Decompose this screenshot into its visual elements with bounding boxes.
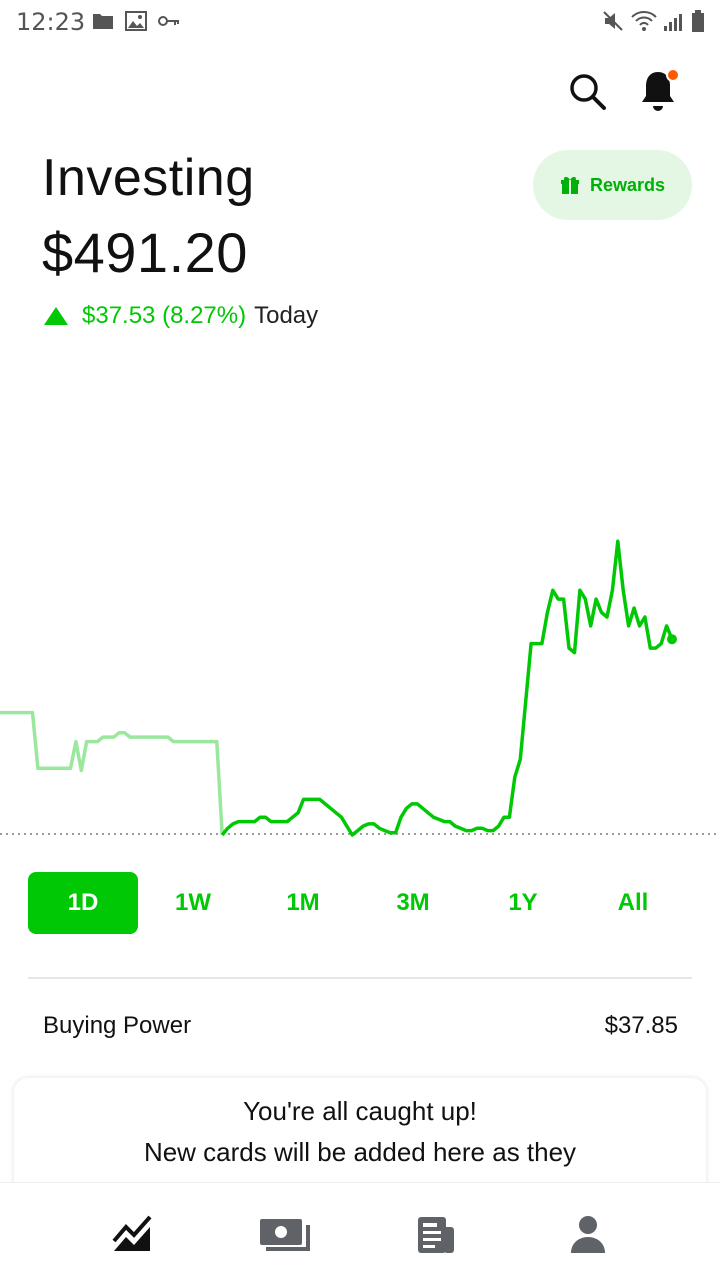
range-tab-1d[interactable]: 1D [28,872,138,934]
change-period: Today [254,302,319,329]
nav-news[interactable] [414,1213,458,1257]
range-tab-all[interactable]: All [617,889,649,916]
folder-icon [93,14,113,29]
signal-icon [664,14,682,31]
nav-account[interactable] [566,1213,610,1257]
nav-investing[interactable] [110,1213,154,1257]
page-title: Investing [42,149,255,207]
status-time: 12:23 [16,8,86,36]
buying-power-value: $37.85 [604,1012,678,1039]
range-tab-1m[interactable]: 1M [286,889,320,916]
portfolio-value: $491.20 [42,221,248,284]
battery-icon [692,10,704,32]
cards-submessage: New cards will be added here as they [143,1137,577,1167]
daily-change: $37.53 (8.27%) Today [44,302,318,330]
portfolio-chart[interactable] [0,380,720,860]
image-icon [125,11,147,31]
divider [28,977,692,979]
up-arrow-icon [44,307,68,325]
rewards-button[interactable]: Rewards [533,150,692,220]
wifi-icon [631,11,657,31]
nav-cash[interactable] [260,1213,310,1257]
bell-icon [642,72,674,111]
change-amount: $37.53 (8.27%) [82,302,247,329]
bottom-nav [0,1182,720,1280]
news-icon [418,1217,454,1253]
search-icon [570,74,606,110]
rewards-label: Rewards [589,174,666,195]
mute-icon [603,11,623,31]
range-tabs: 1D 1W 1M 3M 1Y All [28,872,692,934]
gift-icon [560,176,579,194]
cards-message: You're all caught up! [243,1096,477,1126]
range-tab-3m[interactable]: 3M [396,889,430,916]
prior-session-line [0,710,224,836]
chart-icon [112,1215,152,1251]
key-icon [158,16,179,26]
account-icon [571,1216,605,1253]
range-tab-1y[interactable]: 1Y [508,889,538,916]
current-point [667,634,677,645]
buying-power-label: Buying Power [43,1012,192,1039]
cash-icon [260,1219,310,1251]
status-bar: 12:23 [0,0,720,44]
notification-dot [666,68,680,82]
series-line [220,539,674,837]
search-button[interactable] [566,70,610,114]
range-tab-1w[interactable]: 1W [175,889,211,916]
notifications-button[interactable] [636,66,680,114]
